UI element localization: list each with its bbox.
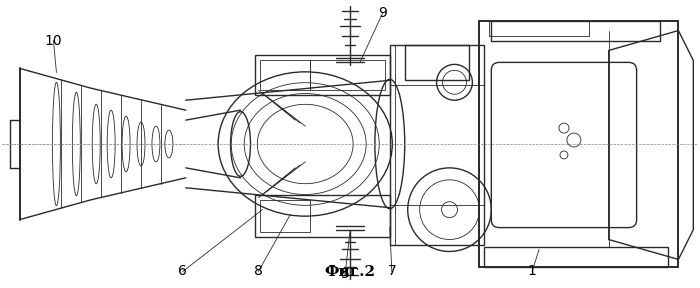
Text: 8: 8 bbox=[254, 264, 263, 278]
Text: 9: 9 bbox=[379, 6, 387, 20]
Bar bbox=[390, 46, 484, 245]
Bar bbox=[310, 60, 385, 90]
Text: 1: 1 bbox=[528, 264, 537, 278]
Bar bbox=[260, 60, 310, 90]
Bar bbox=[484, 247, 668, 267]
Bar bbox=[405, 46, 470, 80]
Bar bbox=[256, 195, 390, 236]
Text: 6: 6 bbox=[178, 264, 187, 278]
Text: 5: 5 bbox=[341, 267, 349, 281]
Bar bbox=[489, 21, 589, 35]
Bar bbox=[260, 200, 310, 232]
Text: Фиг.2: Фиг.2 bbox=[325, 265, 375, 279]
Text: 10: 10 bbox=[45, 33, 62, 48]
Text: 7: 7 bbox=[387, 264, 396, 278]
Bar bbox=[480, 21, 678, 267]
Bar bbox=[256, 55, 390, 95]
Bar bbox=[491, 21, 661, 41]
